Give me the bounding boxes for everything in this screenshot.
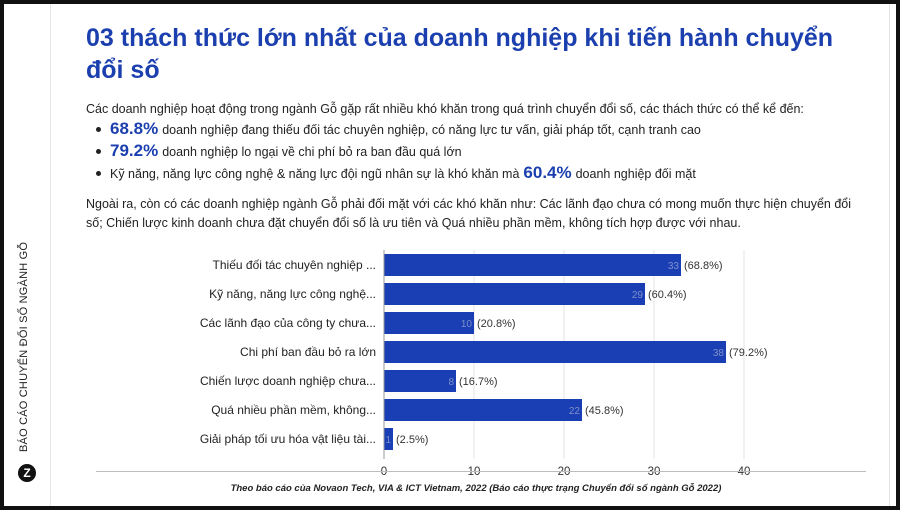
bar-percent-label: (45.8%)	[585, 405, 624, 417]
bar-value-label: 1	[385, 435, 391, 446]
bullet-text-before: Kỹ năng, năng lực công nghệ & năng lực đ…	[110, 167, 520, 181]
bar	[384, 312, 474, 334]
bar-value-label: 10	[461, 319, 473, 330]
page-title: 03 thách thức lớn nhất của doanh nghiệp …	[86, 24, 834, 84]
source-divider	[96, 471, 866, 472]
category-label: Giải pháp tối ưu hóa vật liệu tài...	[200, 432, 376, 446]
bar-value-label: 38	[713, 348, 725, 359]
bar	[384, 428, 393, 450]
x-tick-label: 0	[381, 466, 387, 478]
list-item: 68.8% doanh nghiệp đang thiếu đối tác chu…	[96, 118, 701, 140]
bar-value-label: 8	[448, 377, 454, 388]
bar-percent-label: (68.8%)	[684, 260, 723, 272]
brand-logo-icon: Z	[18, 464, 36, 482]
bullet-percent: 60.4%	[523, 163, 572, 182]
bullet-percent: 68.8%	[110, 119, 159, 138]
bullet-percent: 79.2%	[110, 141, 159, 160]
bar	[384, 283, 645, 305]
bar	[384, 399, 582, 421]
side-band	[4, 4, 51, 506]
right-border-line	[889, 4, 890, 506]
list-item: 79.2% doanh nghiệp lo ngại về chi phí bỏ …	[96, 140, 701, 162]
bullet-text: doanh nghiệp đối mặt	[575, 167, 696, 181]
x-tick-label: 20	[558, 466, 571, 478]
x-tick-label: 40	[738, 466, 751, 478]
bullet-text: doanh nghiệp đang thiếu đối tác chuyên n…	[162, 123, 701, 137]
x-tick-label: 30	[648, 466, 661, 478]
bar-percent-label: (20.8%)	[477, 318, 516, 330]
source-note: Theo báo cáo của Novaon Tech, VIA & ICT …	[230, 483, 722, 494]
category-label: Chi phí ban đầu bỏ ra lớn	[240, 345, 376, 359]
bar	[384, 370, 456, 392]
bullet-text: doanh nghiệp lo ngại về chi phí bỏ ra ba…	[162, 145, 462, 159]
category-label: Kỹ năng, năng lực công nghệ...	[209, 287, 376, 301]
additional-challenges-text: Ngoài ra, còn có các doanh nghiệp ngành …	[86, 197, 852, 230]
x-tick-label: 10	[468, 466, 481, 478]
category-label: Các lãnh đạo của công ty chưa...	[200, 316, 376, 330]
bar-value-label: 29	[632, 290, 644, 301]
bar-value-label: 22	[569, 406, 581, 417]
bar-percent-label: (60.4%)	[648, 289, 687, 301]
category-label: Thiếu đối tác chuyên nghiệp ...	[213, 258, 376, 272]
bar-percent-label: (2.5%)	[396, 434, 428, 446]
category-label: Chiến lược doanh nghiệp chưa...	[200, 374, 376, 388]
intro-text: Các doanh nghiệp hoạt động trong ngành G…	[86, 102, 804, 116]
bar	[384, 254, 681, 276]
bar-percent-label: (79.2%)	[729, 347, 768, 359]
challenge-list: 68.8% doanh nghiệp đang thiếu đối tác chu…	[96, 118, 701, 184]
bar	[384, 341, 726, 363]
category-label: Quá nhiều phần mềm, không...	[211, 403, 376, 417]
bar-percent-label: (16.7%)	[459, 376, 498, 388]
bar-value-label: 33	[668, 261, 680, 272]
list-item: Kỹ năng, năng lực công nghệ & năng lực đ…	[96, 162, 701, 184]
